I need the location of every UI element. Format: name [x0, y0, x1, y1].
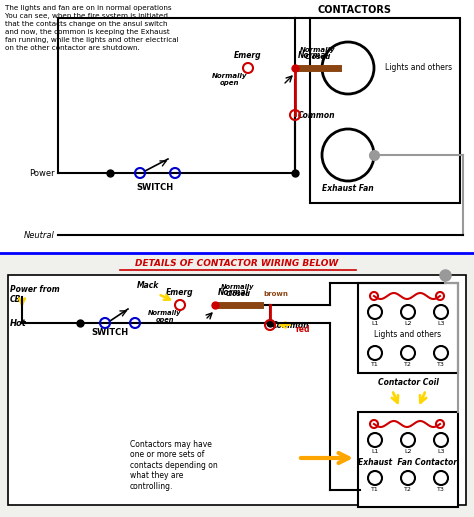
Text: L2: L2 — [404, 321, 412, 326]
Text: T2: T2 — [404, 487, 412, 492]
Text: The lights and fan are on in normal operations
You can see, when the fire system: The lights and fan are on in normal oper… — [5, 5, 179, 51]
Text: Exhaust  Fan Contactor: Exhaust Fan Contactor — [358, 458, 457, 467]
Bar — [358, 412, 458, 507]
Bar — [310, 18, 460, 203]
Text: Normally
open: Normally open — [212, 73, 248, 86]
Text: Common: Common — [298, 111, 336, 119]
Text: Lights and others: Lights and others — [385, 64, 452, 72]
Text: Hot: Hot — [10, 318, 27, 327]
Text: Contactors may have
one or more sets of
contacts depending on
what they are
cont: Contactors may have one or more sets of … — [130, 440, 218, 491]
Bar — [0, 0, 474, 252]
Bar — [8, 275, 466, 505]
Text: Power: Power — [29, 169, 55, 177]
Text: L3: L3 — [437, 321, 445, 326]
Text: Normal: Normal — [218, 288, 249, 297]
Text: T3: T3 — [437, 487, 445, 492]
Text: L3: L3 — [437, 449, 445, 454]
Text: Neutral: Neutral — [24, 231, 55, 239]
Text: L1: L1 — [371, 449, 379, 454]
Text: Normally
open: Normally open — [148, 310, 182, 323]
Text: T3: T3 — [437, 362, 445, 367]
Text: Normally
Closed: Normally Closed — [221, 284, 255, 297]
Text: Emerg: Emerg — [234, 51, 262, 60]
Bar — [358, 283, 458, 373]
Text: Power from
CB: Power from CB — [10, 285, 60, 305]
Text: Emerg: Emerg — [166, 288, 194, 297]
Text: Contactor Coil: Contactor Coil — [378, 378, 438, 387]
Text: SWITCH: SWITCH — [137, 183, 173, 192]
Text: T1: T1 — [371, 487, 379, 492]
Text: SWITCH: SWITCH — [91, 328, 128, 337]
Text: Lights and others: Lights and others — [374, 330, 442, 339]
Text: T2: T2 — [404, 362, 412, 367]
Text: Normal: Normal — [298, 51, 329, 60]
Text: CONTACTORS: CONTACTORS — [318, 5, 392, 15]
Text: red: red — [295, 326, 310, 334]
Text: Mack: Mack — [137, 281, 159, 290]
Text: Exhaust Fan: Exhaust Fan — [322, 184, 374, 193]
Text: Normally
Closed: Normally Closed — [300, 47, 336, 60]
Text: DETAILS OF CONTACTOR WIRING BELOW: DETAILS OF CONTACTOR WIRING BELOW — [136, 259, 338, 268]
Text: Common: Common — [272, 321, 310, 329]
Text: L2: L2 — [404, 449, 412, 454]
Text: brown: brown — [263, 291, 288, 297]
Text: L1: L1 — [371, 321, 379, 326]
Text: T1: T1 — [371, 362, 379, 367]
